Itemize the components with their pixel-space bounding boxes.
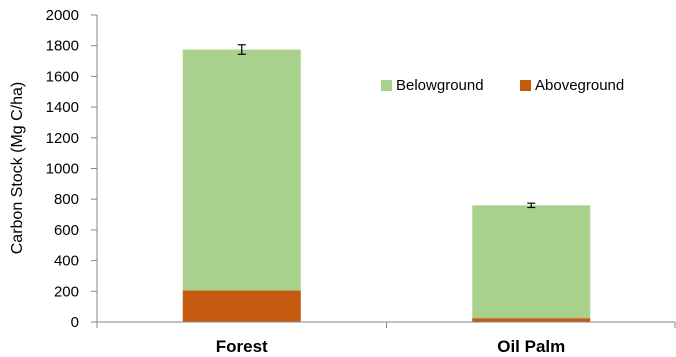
axes xyxy=(96,15,676,328)
bar-series xyxy=(182,49,591,322)
y-tick-label: 1200 xyxy=(46,130,79,147)
y-tick-label: 400 xyxy=(54,253,79,270)
bar-aboveground-oil-palm xyxy=(472,318,591,322)
y-tick-label: 1600 xyxy=(46,68,79,85)
legend-swatch-belowground xyxy=(381,80,392,91)
error-bar xyxy=(527,202,536,209)
bar-aboveground-forest xyxy=(182,290,301,322)
legend-label-aboveground: Aboveground xyxy=(535,77,624,94)
x-axis-category-labels: Forest Oil Palm xyxy=(216,337,566,356)
error-bar xyxy=(237,44,246,55)
y-tick-label: 0 xyxy=(71,314,79,331)
y-tick-label: 2000 xyxy=(46,7,79,24)
y-tick-label: 800 xyxy=(54,191,79,208)
error-bars xyxy=(237,44,536,209)
y-axis-title: Carbon Stock (Mg C/ha) xyxy=(9,82,26,255)
y-axis-ticks: 0 200 400 600 800 1000 1200 1400 1600 1800 2000 xyxy=(46,7,97,331)
y-tick-label: 200 xyxy=(54,283,79,300)
y-tick-label: 1800 xyxy=(46,38,79,55)
legend-swatch-aboveground xyxy=(520,80,531,91)
y-tick-label: 1000 xyxy=(46,161,79,178)
x-category-label: Forest xyxy=(216,337,268,356)
legend-label-belowground: Belowground xyxy=(396,77,484,94)
legend: Belowground Aboveground xyxy=(381,77,624,94)
y-tick-label: 1400 xyxy=(46,99,79,116)
y-tick-label: 600 xyxy=(54,222,79,239)
x-category-label: Oil Palm xyxy=(497,337,565,356)
bar-belowground-oil-palm xyxy=(472,205,591,319)
bar-belowground-forest xyxy=(182,49,301,291)
